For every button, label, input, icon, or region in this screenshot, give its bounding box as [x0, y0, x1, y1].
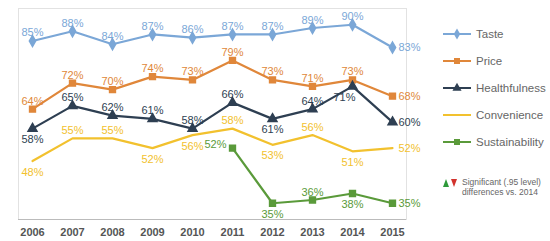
svg-text:2007: 2007 [60, 226, 84, 238]
html-text:Taste: Taste [476, 27, 504, 40]
svg-text:2009: 2009 [140, 226, 164, 238]
svg-text:2010: 2010 [180, 226, 204, 238]
svg-text:79%: 79% [221, 46, 243, 58]
svg-text:2014: 2014 [340, 226, 365, 238]
svg-text:74%: 74% [141, 62, 163, 74]
svg-text:52%: 52% [141, 153, 163, 165]
html-text:Healthfulness: Healthfulness [476, 81, 546, 94]
svg-text:90%: 90% [341, 10, 363, 22]
svg-text:36%: 36% [301, 186, 323, 198]
svg-text:62%: 62% [101, 101, 123, 113]
svg-text:68%: 68% [399, 90, 421, 102]
svg-text:58%: 58% [181, 114, 203, 126]
svg-text:51%: 51% [341, 156, 363, 168]
svg-text:61%: 61% [141, 104, 163, 116]
svg-text:2015: 2015 [380, 226, 404, 238]
svg-text:88%: 88% [61, 17, 83, 29]
svg-text:60%: 60% [399, 116, 421, 128]
svg-text:73%: 73% [341, 65, 363, 77]
html-text:Significant (.95 level) differ: Significant (.95 level) differences vs. … [462, 177, 541, 197]
svg-text:35%: 35% [399, 197, 421, 209]
svg-text:64%: 64% [21, 95, 43, 107]
svg-text:38%: 38% [341, 198, 363, 210]
svg-text:87%: 87% [141, 20, 163, 32]
svg-text:58%: 58% [21, 133, 43, 145]
svg-text:70%: 70% [101, 75, 123, 87]
svg-text:2011: 2011 [221, 226, 245, 238]
svg-text:52%: 52% [204, 138, 226, 150]
svg-text:56%: 56% [181, 140, 203, 152]
svg-text:35%: 35% [261, 208, 283, 220]
svg-text:56%: 56% [301, 121, 323, 133]
svg-text:89%: 89% [301, 13, 323, 25]
svg-text:86%: 86% [181, 23, 203, 35]
svg-text:72%: 72% [61, 69, 83, 81]
svg-text:55%: 55% [61, 124, 83, 136]
svg-text:55%: 55% [101, 124, 123, 136]
svg-text:87%: 87% [221, 20, 243, 32]
svg-text:2006: 2006 [20, 226, 44, 238]
svg-text:53%: 53% [261, 149, 283, 161]
svg-text:2012: 2012 [260, 226, 284, 238]
svg-text:71%: 71% [301, 72, 323, 84]
svg-text:65%: 65% [61, 91, 83, 103]
svg-text:71%: 71% [333, 91, 355, 103]
svg-text:48%: 48% [21, 166, 43, 178]
svg-text:73%: 73% [261, 65, 283, 77]
svg-text:84%: 84% [101, 30, 123, 42]
svg-text:58%: 58% [221, 114, 243, 126]
svg-text:66%: 66% [221, 88, 243, 100]
html-text:Convenience: Convenience [476, 108, 544, 121]
svg-text:2008: 2008 [100, 226, 124, 238]
svg-text:87%: 87% [261, 20, 283, 32]
svg-text:83%: 83% [399, 41, 421, 53]
html-text:Price: Price [476, 54, 503, 67]
svg-text:2013: 2013 [300, 226, 324, 238]
svg-text:64%: 64% [301, 95, 323, 107]
svg-text:85%: 85% [21, 26, 43, 38]
svg-text:73%: 73% [181, 65, 203, 77]
html-text:Sustainability: Sustainability [476, 135, 544, 148]
svg-text:52%: 52% [399, 142, 421, 154]
svg-text:61%: 61% [261, 123, 283, 135]
